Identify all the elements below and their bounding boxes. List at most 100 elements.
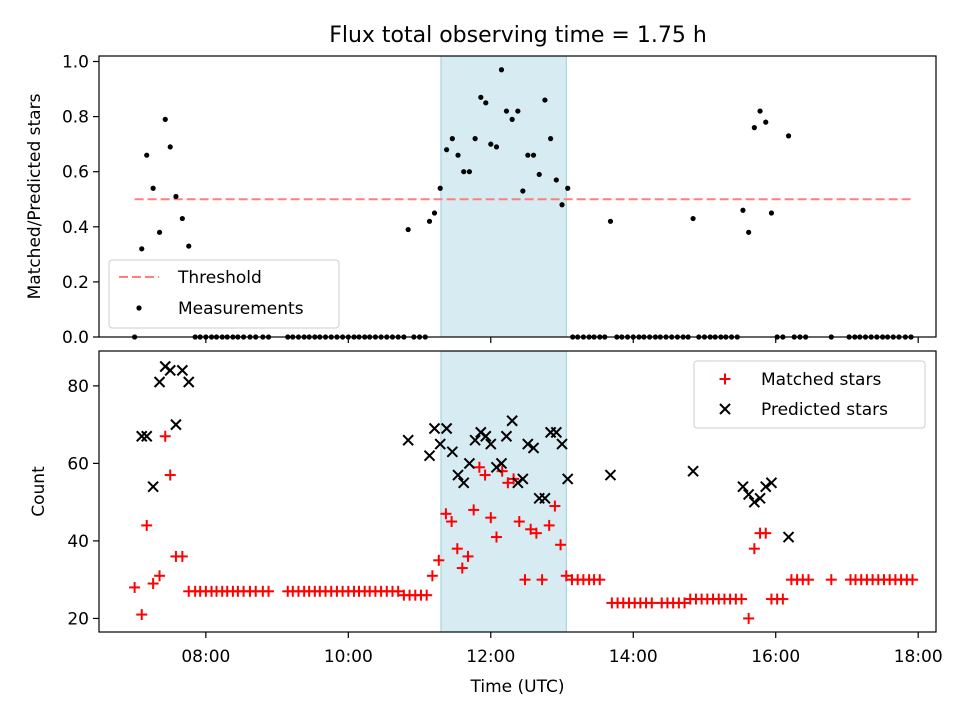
y-tick-label: 40: [67, 532, 89, 552]
observing-window-shade: [440, 55, 567, 338]
matched-star-point: [679, 597, 691, 609]
measurement-point: [461, 169, 467, 175]
predicted-star-point: [141, 430, 153, 442]
top-panel: 0.0 0.2 0.4 0.6 0.8 1.0 Matched/Predicted sta…: [25, 53, 937, 348]
observing-window-shade-bottom: [440, 350, 567, 633]
measurement-point: [768, 210, 775, 216]
chart-title: Flux total observing time = 1.75 h: [329, 23, 707, 48]
predicted-star-point: [458, 477, 470, 489]
measurement-point: [431, 210, 438, 216]
matched-star-point: [141, 519, 153, 531]
matched-star-point: [543, 519, 555, 531]
predicted-star-point: [423, 449, 436, 462]
matched-star-point: [263, 585, 275, 597]
measurement-point: [536, 171, 542, 178]
x-tick-label: 18:00: [894, 647, 943, 667]
matched-star-point: [426, 570, 438, 582]
predicted-star-point: [500, 430, 513, 442]
measurement-point: [150, 185, 156, 191]
predicted-stars-markers: [136, 360, 795, 543]
predicted-star-point: [556, 438, 568, 450]
predicted-star-point: [164, 364, 176, 377]
measurement-point: [179, 215, 185, 222]
predicted-star-point: [765, 477, 778, 489]
matched-star-point: [496, 465, 508, 477]
predicted-star-point: [176, 364, 189, 377]
y-tick-label: 0.4: [62, 218, 89, 238]
measurement-point: [466, 169, 473, 175]
measurement-point: [488, 141, 494, 147]
matched-star-point: [555, 539, 567, 551]
matched-star-point: [777, 593, 789, 605]
top-y-axis: 0.0 0.2 0.4 0.6 0.8 1.0: [62, 53, 99, 348]
measurement-point: [437, 185, 443, 191]
measurement-point: [740, 207, 746, 213]
measurement-point: [515, 108, 521, 114]
measurement-point: [156, 229, 163, 235]
bottom-x-axis: 08:00 10:00 12:00 14:00 16:00 18:00: [181, 632, 943, 667]
measurement-point: [542, 97, 548, 103]
bottom-y-axis: 20 40 60 80: [67, 377, 99, 629]
matched-star-point: [479, 469, 491, 481]
legend-threshold-label: Threshold: [177, 268, 262, 288]
legend-matched-swatch: [719, 373, 731, 385]
y-tick-label: 80: [67, 377, 89, 397]
matched-star-point: [462, 550, 474, 562]
matched-star-point: [802, 574, 814, 586]
measurement-point: [144, 152, 150, 158]
matched-star-point: [736, 593, 748, 605]
y-tick-label: 0.0: [62, 328, 89, 348]
measurement-point: [503, 108, 510, 114]
matched-star-point: [440, 508, 452, 520]
y-tick-label: 0.8: [62, 108, 89, 128]
x-tick-label: 16:00: [751, 647, 800, 667]
y-tick-label: 0.6: [62, 163, 89, 183]
top-panel-frame: [98, 55, 937, 338]
legend-predicted-label: Predicted stars: [761, 400, 888, 420]
predicted-star-point: [604, 469, 617, 481]
legend-predicted-swatch: [719, 403, 731, 415]
matched-star-point: [530, 527, 542, 539]
bottom-y-axis-label: Count: [29, 466, 49, 517]
matched-star-point: [176, 550, 188, 562]
measurement-point: [785, 133, 792, 139]
matched-star-point: [164, 469, 176, 481]
measurement-point: [186, 243, 192, 249]
measurement-point: [483, 100, 489, 106]
predicted-star-point: [480, 430, 492, 442]
measurement-point: [498, 67, 505, 73]
measurement-point: [139, 246, 145, 252]
predicted-star-point: [550, 426, 563, 439]
top-legend: Threshold Measurements: [108, 259, 340, 329]
y-tick-label: 20: [67, 609, 89, 629]
x-tick-label: 08:00: [181, 647, 230, 667]
measurement-point: [444, 147, 450, 153]
matched-star-point: [159, 430, 171, 442]
predicted-star-point: [687, 465, 699, 477]
matched-star-point: [513, 516, 525, 528]
predicted-star-point: [170, 418, 182, 431]
measurement-point: [167, 144, 173, 150]
matched-star-point: [594, 574, 606, 586]
matched-star-point: [421, 589, 433, 601]
predicted-star-point: [748, 496, 761, 508]
shaded-span: [440, 55, 567, 338]
predicted-star-point: [428, 422, 441, 435]
y-tick-label: 60: [67, 454, 89, 474]
predicted-star-point: [517, 473, 529, 485]
matched-star-point: [154, 570, 166, 582]
predicted-star-point: [485, 438, 497, 450]
x-tick-label: 14:00: [609, 647, 658, 667]
matched-stars-markers: [129, 430, 918, 624]
measurement-point: [405, 226, 411, 233]
predicted-star-point: [183, 376, 195, 388]
matched-star-point: [456, 562, 468, 574]
predicted-star-point: [754, 492, 766, 504]
measurement-point: [478, 94, 484, 100]
measurement-point: [455, 152, 461, 158]
measurement-point: [746, 229, 752, 235]
predicted-star-point: [469, 434, 481, 446]
predicted-star-point: [760, 480, 772, 493]
